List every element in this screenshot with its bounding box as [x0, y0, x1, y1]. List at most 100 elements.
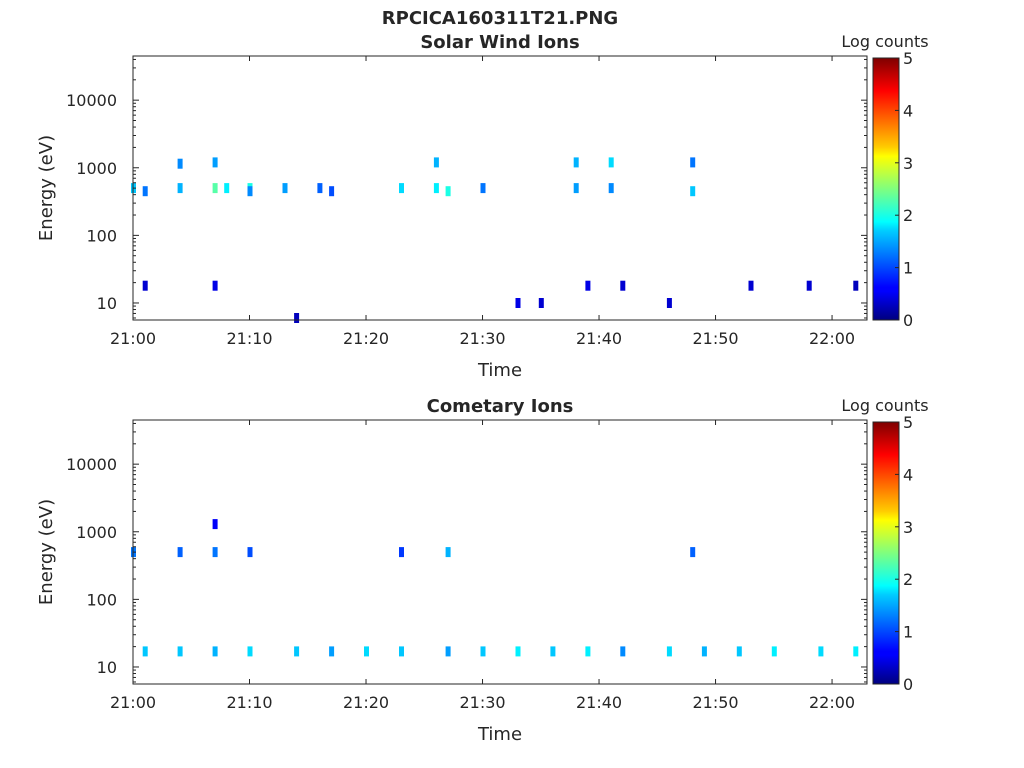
heatmap-cell [515, 646, 521, 657]
heatmap-cell [573, 157, 579, 168]
colorbar-gradient-cometary [872, 421, 900, 685]
heatmap-cell [247, 646, 253, 657]
colorbar-label-cometary: Log counts [841, 396, 928, 415]
colorbar-ticks-cometary: 0 1 2 3 4 5 [895, 413, 913, 694]
y-tick-label: 1000 [76, 159, 117, 178]
heatmap-cell [666, 646, 672, 657]
colorbar-label-solar-wind: Log counts [841, 32, 928, 51]
heatmap-cell [853, 280, 859, 291]
x-tick-label: 21:30 [459, 693, 505, 712]
heatmap-cell [806, 280, 812, 291]
x-axis-label-solar-wind: Time [477, 360, 522, 381]
panel-title-solar-wind: Solar Wind Ions [420, 32, 579, 53]
heatmap-cell [294, 313, 300, 323]
colorbar-tick-label: 2 [903, 206, 913, 225]
x-tick-label: 22:00 [809, 693, 855, 712]
heatmap-cell [480, 183, 486, 194]
heatmap-cell [585, 646, 591, 657]
y-axis-label-cometary: Energy (eV) [36, 499, 57, 605]
heatmap-cell [329, 186, 335, 197]
plot-area-solar-wind [133, 56, 867, 320]
panel-solar-wind: Solar Wind Ions 21:00 21:10 21:20 21:30 21:4… [36, 32, 929, 381]
x-tick-label: 21:10 [226, 329, 272, 348]
plot-frame-solar-wind [132, 55, 868, 321]
heatmap-cell [585, 280, 591, 291]
colorbar-tick-label: 0 [903, 675, 913, 694]
heatmap-cell [282, 183, 288, 194]
heatmap-cell [224, 183, 230, 194]
heatmap-cell [771, 646, 777, 657]
x-tick-label: 21:00 [110, 329, 156, 348]
axes-solar-wind: 21:00 21:10 21:20 21:30 21:40 21:50 22:00 10 100… [66, 56, 867, 348]
heatmap-cell [573, 183, 579, 194]
colorbar-tick-label: 1 [903, 259, 913, 278]
figure-title: RPCICA160311T21.PNG [382, 8, 618, 29]
x-tick-label: 21:50 [692, 329, 738, 348]
heatmap-cell [433, 157, 439, 168]
heatmap-cell [550, 646, 556, 657]
heatmap-cell [853, 646, 859, 657]
heatmap-cell [620, 646, 626, 657]
heatmap-cell [177, 547, 183, 558]
heatmap-cell [212, 183, 218, 194]
heatmap-cell [445, 646, 451, 657]
x-tick-label: 21:00 [110, 693, 156, 712]
y-axis-label-solar-wind: Energy (eV) [36, 135, 57, 241]
y-tick-label: 10000 [66, 455, 117, 474]
heatmap-cell [142, 186, 148, 197]
heatmap-cell [748, 280, 754, 291]
colorbar-tick-label: 1 [903, 623, 913, 642]
colorbar-tick-label: 2 [903, 570, 913, 589]
heatmap-cell [701, 646, 707, 657]
heatmap-cell [608, 157, 614, 168]
colorbar-cometary: Log counts 0 1 2 3 4 5 [841, 396, 928, 694]
heatmap-cell [212, 157, 218, 168]
panel-title-cometary: Cometary Ions [427, 396, 574, 417]
x-tick-label: 21:20 [343, 693, 389, 712]
heatmap-cell [620, 280, 626, 291]
y-tick-label: 100 [86, 590, 117, 609]
heatmap-cell [329, 646, 335, 657]
heatmap-cell [690, 186, 696, 197]
heatmap-cell [666, 298, 672, 308]
heatmap-cell [480, 646, 486, 657]
heatmap-cell [212, 547, 218, 558]
heatmap-cell [690, 157, 696, 168]
heatmap-cell [818, 646, 824, 657]
x-tick-label: 21:40 [576, 329, 622, 348]
colorbar-ticks-solar-wind: 0 1 2 3 4 5 [895, 49, 913, 330]
heatmap-cell [690, 547, 696, 558]
heatmap-cell [247, 547, 253, 558]
heatmap-cells-cometary [131, 519, 859, 657]
heatmap-cell [608, 183, 614, 194]
heatmap-cell [294, 646, 300, 657]
y-tick-label: 10 [97, 294, 117, 313]
colorbar-tick-label: 4 [903, 101, 913, 120]
heatmap-cell [212, 646, 218, 657]
colorbar-tick-label: 0 [903, 311, 913, 330]
heatmap-cell [212, 519, 218, 530]
x-tick-label: 21:20 [343, 329, 389, 348]
heatmap-cell [317, 183, 323, 194]
y-tick-label: 10000 [66, 91, 117, 110]
x-tick-label: 21:10 [226, 693, 272, 712]
heatmap-cell [177, 183, 183, 194]
colorbar-solar-wind: Log counts 0 1 2 3 4 5 [841, 32, 928, 330]
y-tick-label: 10 [97, 658, 117, 677]
heatmap-cell [445, 186, 451, 197]
x-tick-label: 21:40 [576, 693, 622, 712]
plot-frame-cometary [132, 419, 868, 685]
x-tick-label: 21:30 [459, 329, 505, 348]
heatmap-cell [538, 298, 544, 308]
heatmap-cell [445, 547, 451, 558]
y-tick-label: 1000 [76, 523, 117, 542]
heatmap-cell [399, 183, 404, 194]
colorbar-gradient-solar-wind [872, 57, 900, 321]
axes-cometary: 21:00 21:10 21:20 21:30 21:40 21:50 22:00 10 100… [66, 420, 867, 712]
colorbar-tick-label: 3 [903, 154, 913, 173]
heatmap-cell [142, 280, 148, 291]
heatmap-cell [177, 646, 183, 657]
heatmap-cell [364, 646, 369, 657]
x-tick-label: 22:00 [809, 329, 855, 348]
